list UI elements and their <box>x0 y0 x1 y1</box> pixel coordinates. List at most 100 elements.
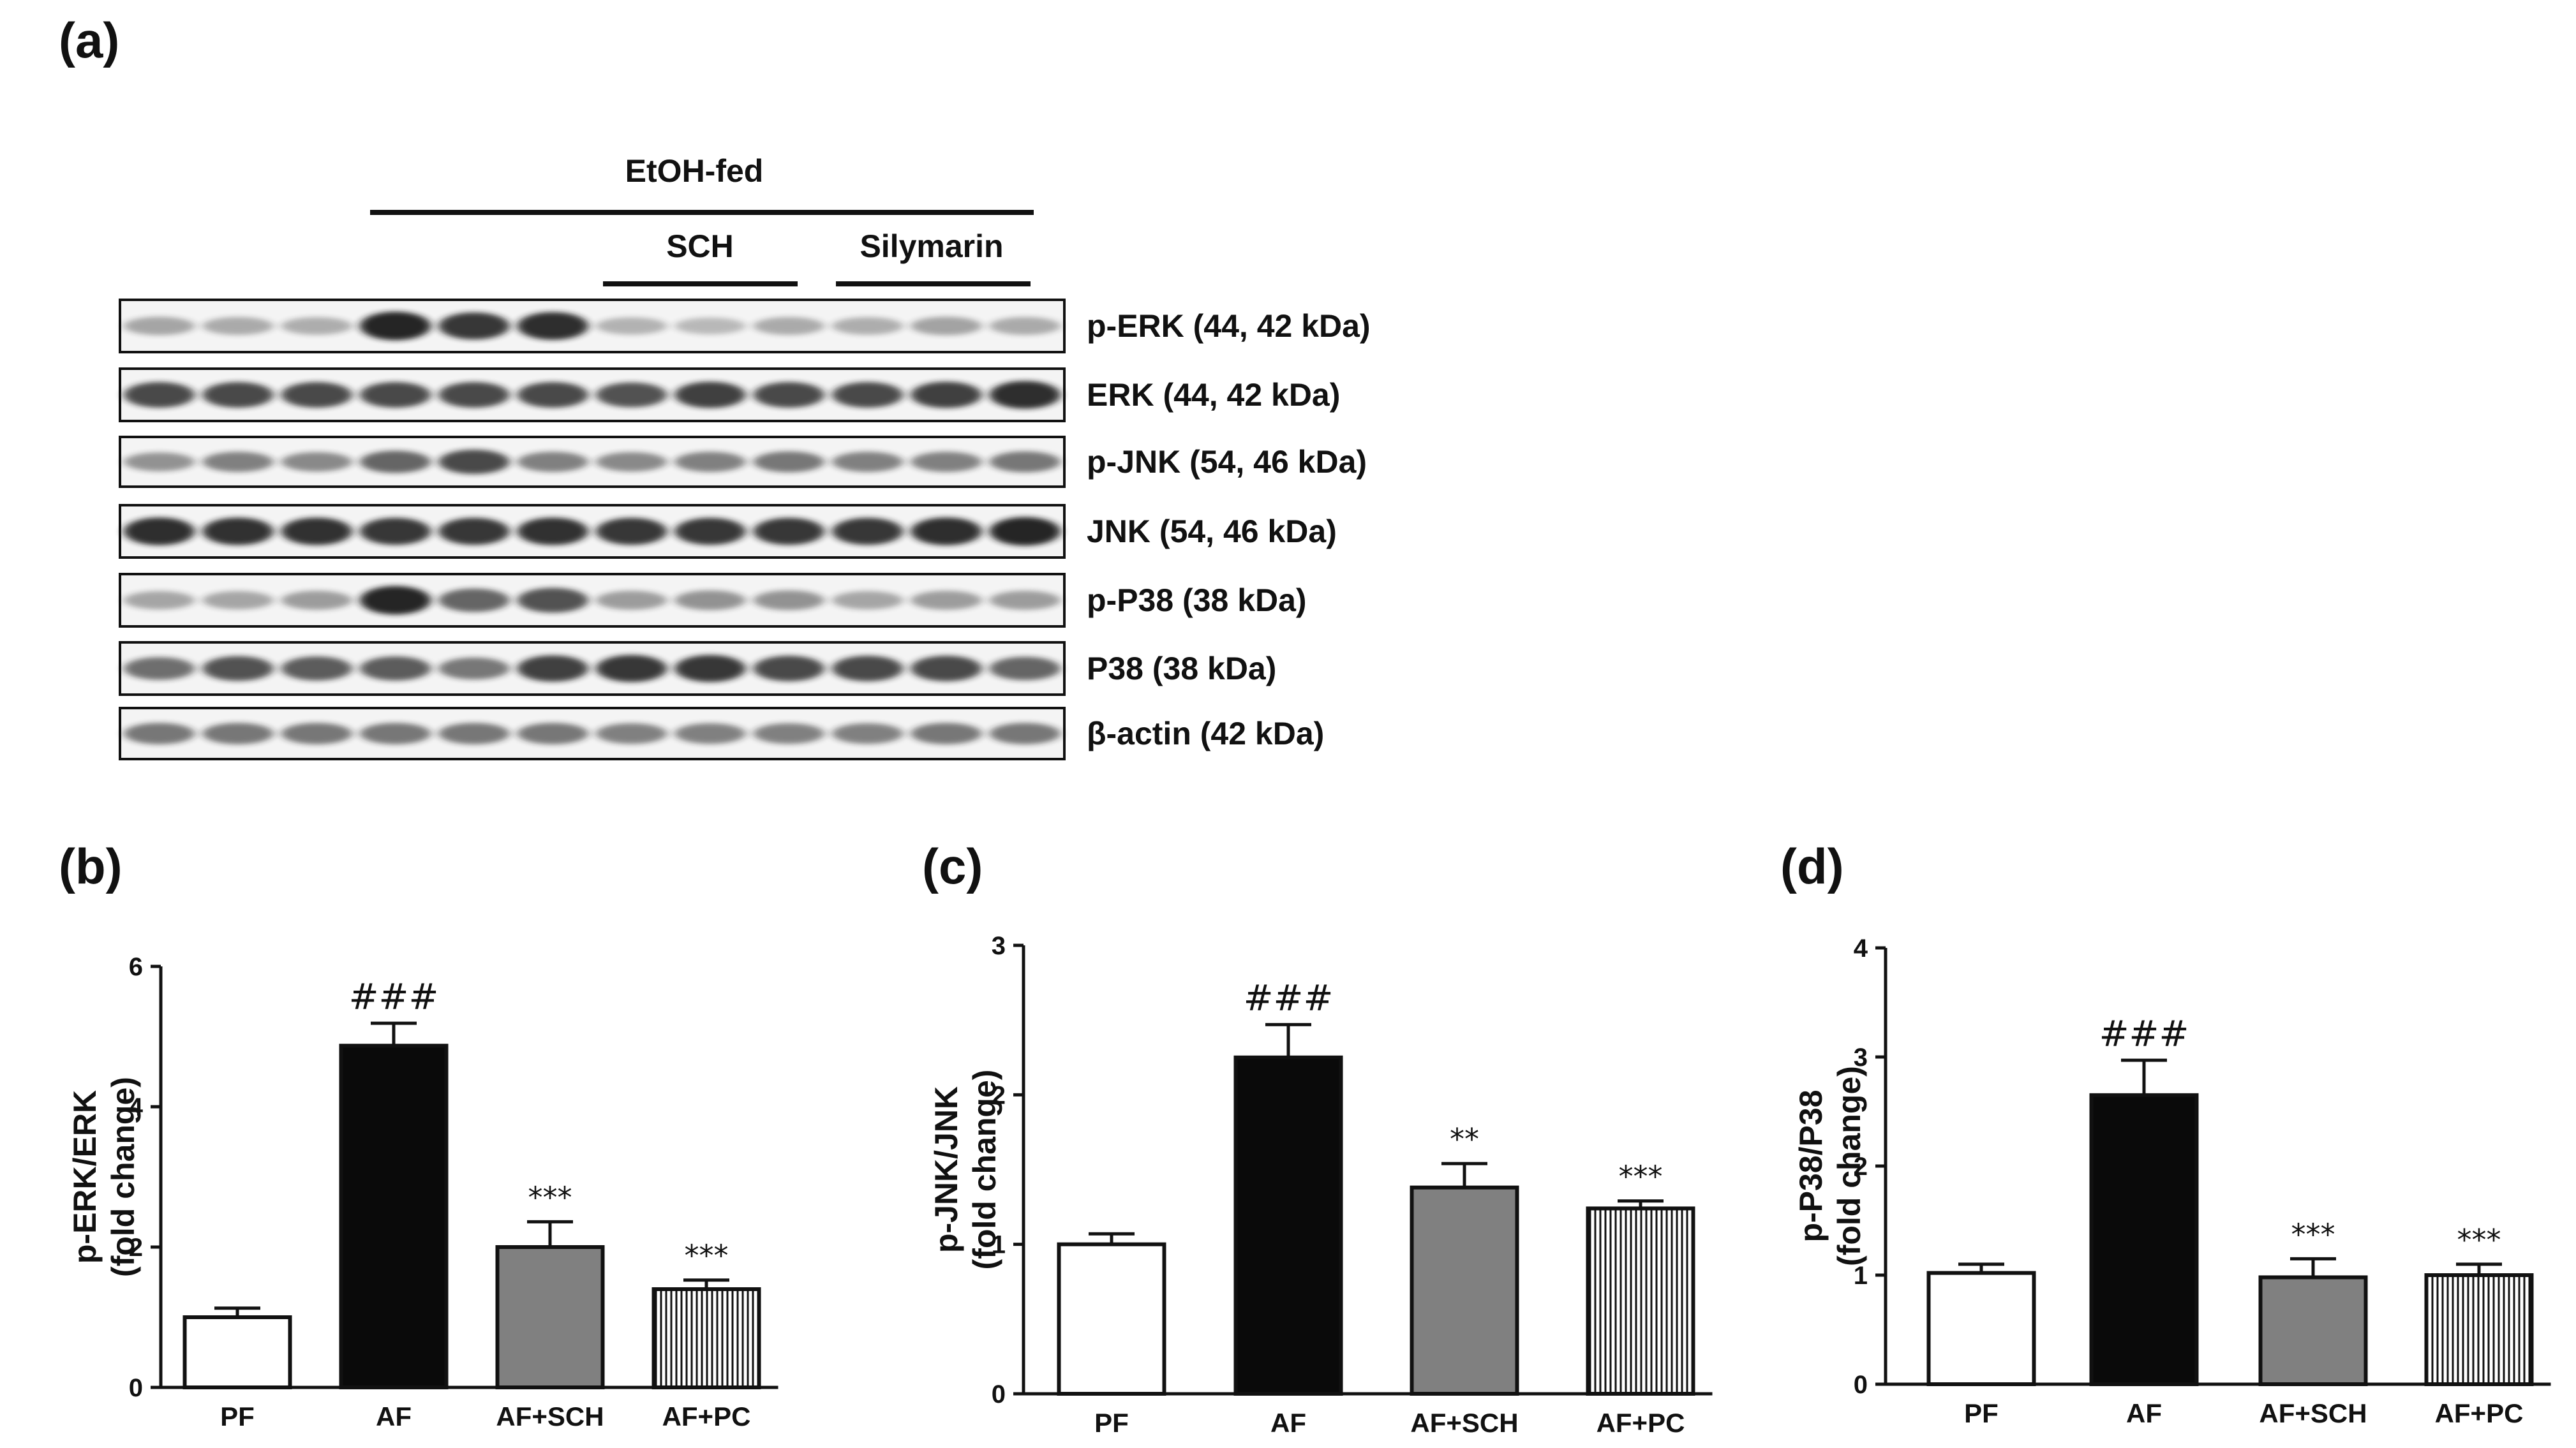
blot-band <box>753 316 824 336</box>
blot-band <box>753 723 824 744</box>
blot-band <box>989 591 1061 610</box>
blot-band <box>517 381 588 408</box>
blot-band <box>124 591 195 610</box>
blot-band <box>360 450 431 473</box>
blot-band <box>753 655 824 682</box>
blot-band <box>832 317 904 335</box>
blot-band <box>360 381 431 408</box>
y-tick-label: 0 <box>129 1374 143 1402</box>
blot-band <box>911 316 982 336</box>
significance-marker: *** <box>2291 1217 2335 1252</box>
blot-band <box>753 590 824 610</box>
blot-band <box>281 452 352 472</box>
blot-band <box>989 723 1061 744</box>
blot-band <box>989 381 1061 409</box>
blot-band <box>438 588 510 612</box>
blot-row-label: p-JNK (54, 46 kDa) <box>1087 444 1367 480</box>
bar-chart: (d) 0 1 2 3 4 p-P38/P38 (fold change) PF AF ### AF+… <box>1780 838 2551 1428</box>
blot-band <box>517 587 588 613</box>
blot-band <box>674 452 746 472</box>
blot-band <box>438 723 510 744</box>
bar <box>1926 1271 2036 1386</box>
blot-band <box>281 317 352 335</box>
blot-row-label: β-actin (42 kDa) <box>1087 716 1324 751</box>
blot-band-rows: p-ERK (44, 42 kDa) ERK (44, 42 kDa) p-JNK … <box>119 299 1371 760</box>
x-category-label: AF <box>1270 1408 1306 1438</box>
blot-band <box>517 452 588 472</box>
blot-band <box>753 517 824 545</box>
blot-band <box>202 591 274 610</box>
panel-label: (c) <box>922 838 983 894</box>
blot-band <box>911 381 982 408</box>
significance-marker: *** <box>2457 1223 2501 1257</box>
blot-band <box>202 517 274 545</box>
bar <box>495 1245 605 1389</box>
subgroup-label-silymarin: Silymarin <box>860 228 1003 264</box>
blot-band <box>832 517 904 545</box>
blot-band <box>832 591 904 610</box>
blot-band <box>124 723 195 744</box>
blot-band <box>596 382 667 408</box>
x-category-label: PF <box>1964 1398 1999 1428</box>
x-category-label: PF <box>1094 1408 1129 1438</box>
blot-band <box>124 657 195 680</box>
blot-row-frame <box>119 299 1066 353</box>
y-axis-label: (fold change) <box>1831 1066 1867 1266</box>
blot-band <box>989 316 1061 336</box>
blot-band <box>124 381 195 408</box>
bar <box>1233 1055 1343 1396</box>
blot-band <box>517 723 588 744</box>
y-tick-label: 4 <box>1854 935 1868 963</box>
significance-marker: *** <box>685 1239 729 1273</box>
blot-band <box>124 316 195 336</box>
blot-band <box>753 381 824 408</box>
x-category-label: AF <box>2126 1398 2162 1428</box>
blot-band <box>438 449 510 475</box>
x-category-label: PF <box>220 1401 255 1431</box>
blot-band <box>202 723 274 744</box>
y-tick-label: 3 <box>992 932 1006 960</box>
blot-band <box>989 656 1061 681</box>
blot-band <box>438 312 510 340</box>
blot-band <box>517 517 588 545</box>
blot-band <box>674 590 746 610</box>
blot-band <box>753 451 824 473</box>
x-category-label: AF+PC <box>1597 1408 1685 1438</box>
x-category-label: AF+PC <box>2435 1398 2524 1428</box>
panel-label: (b) <box>59 838 123 894</box>
blot-band <box>596 591 667 610</box>
y-axis-label: (fold change) <box>105 1077 141 1277</box>
blot-band <box>124 517 195 545</box>
blot-band <box>832 723 904 744</box>
blot-band <box>596 723 667 744</box>
x-category-label: AF+SCH <box>2259 1398 2367 1428</box>
blot-band <box>832 452 904 472</box>
y-axis-label: p-JNK/JNK <box>928 1086 964 1253</box>
blot-band <box>911 655 982 682</box>
blot-band <box>911 517 982 545</box>
y-axis-label: p-ERK/ERK <box>67 1090 103 1264</box>
blot-band <box>674 654 746 683</box>
y-tick-label: 3 <box>1854 1044 1868 1072</box>
bar-chart: (c) 0 1 2 3 p-JNK/JNK (fold change) PF AF ### AF+S… <box>922 838 1713 1438</box>
blot-row-frame <box>119 641 1066 696</box>
blot-band <box>202 452 274 472</box>
y-tick-label: 6 <box>129 953 143 981</box>
blot-band <box>202 656 274 681</box>
blot-row-label: ERK (44, 42 kDa) <box>1087 377 1340 413</box>
blot-row-frame <box>119 436 1066 488</box>
blot-band <box>989 451 1061 473</box>
blot-band <box>281 517 352 545</box>
blot-panel: (a) EtOH-fed SCH Silymarin p-ERK (44, 42… <box>59 12 1371 760</box>
y-tick-label: 2 <box>129 1234 143 1262</box>
blot-row-frame <box>119 707 1066 760</box>
bar <box>182 1315 292 1389</box>
blot-band <box>281 591 352 610</box>
blot-row-label: JNK (54, 46 kDa) <box>1087 513 1337 549</box>
blot-band <box>674 317 746 335</box>
blot-band <box>202 381 274 408</box>
y-tick-label: 2 <box>1854 1153 1868 1181</box>
y-tick-label: 2 <box>992 1081 1006 1109</box>
blot-band <box>281 723 352 744</box>
